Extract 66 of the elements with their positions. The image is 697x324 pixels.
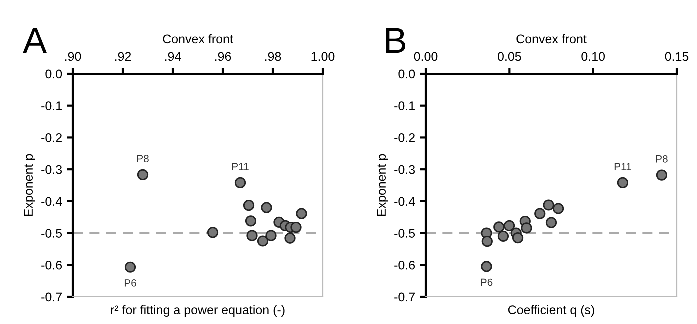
x-axis-title: Coefficient q (s)	[508, 305, 594, 317]
point	[137, 169, 149, 181]
y-tick-label: 0.0	[398, 70, 416, 79]
y-tick-label: -0.4	[394, 197, 416, 206]
y-tick-label: -0.6	[394, 260, 416, 270]
y-axis-title: Exponent p	[377, 154, 388, 216]
chart-title: Convex front	[163, 34, 234, 44]
y-tick-label: -0.2	[394, 134, 415, 142]
point	[498, 230, 510, 242]
y-tick-label: -0.5	[42, 229, 62, 238]
point	[246, 230, 258, 242]
annotation: P6	[481, 278, 493, 286]
chart-title: Convex front	[516, 34, 587, 44]
point	[481, 261, 492, 272]
point	[534, 208, 546, 220]
text: B	[386, 28, 406, 54]
y-tick-label: -0.7	[42, 292, 62, 302]
point	[617, 177, 629, 189]
x-tick-label: .92	[115, 52, 132, 62]
point	[234, 177, 246, 189]
x-tick-label: 0.00	[414, 52, 438, 62]
point	[284, 232, 296, 244]
y-axis-title: Exponent p	[24, 154, 36, 216]
point	[245, 216, 257, 227]
y-tick-label: -0.6	[42, 260, 62, 270]
y-tick-label: -0.1	[394, 102, 415, 111]
y-tick-label: -0.4	[42, 197, 62, 206]
x-tick-label: 0.05	[498, 52, 522, 62]
point	[482, 236, 493, 248]
x-tick-label: 0.10	[582, 52, 606, 62]
annotation: P6	[124, 279, 136, 287]
point	[257, 236, 269, 247]
point	[243, 200, 255, 212]
point	[656, 170, 668, 181]
point	[266, 230, 277, 242]
point	[296, 208, 308, 220]
point	[261, 202, 272, 214]
point	[521, 222, 532, 234]
y-tick-label: 0.0	[46, 70, 62, 79]
y-tick-label: -0.2	[42, 134, 62, 142]
x-tick-label: .90	[65, 52, 82, 62]
x-tick-label: 0.15	[665, 52, 689, 62]
point	[512, 232, 524, 244]
point	[124, 262, 136, 273]
y-tick-label: -0.7	[394, 292, 415, 302]
point	[290, 222, 302, 234]
annotation: P11	[614, 163, 632, 170]
y-tick-label: -0.3	[42, 165, 62, 174]
point	[552, 203, 564, 214]
x-tick-label: .96	[215, 52, 232, 62]
x-tick-label: 1.00	[312, 52, 335, 62]
annotation: P8	[656, 155, 668, 163]
text: A	[23, 28, 48, 54]
point	[207, 227, 219, 238]
point	[546, 217, 558, 228]
y-tick-label: -0.1	[42, 102, 62, 111]
x-tick-label: .94	[165, 52, 182, 62]
x-tick-label: .98	[265, 52, 282, 62]
point	[504, 220, 516, 232]
x-axis-title: r² for fitting a power equation (-)	[111, 305, 285, 317]
annotation: P8	[137, 155, 149, 163]
annotation: P11	[232, 163, 249, 170]
y-tick-label: -0.3	[394, 165, 416, 174]
point	[543, 200, 554, 211]
point	[494, 222, 505, 233]
y-tick-label: -0.5	[394, 229, 416, 238]
